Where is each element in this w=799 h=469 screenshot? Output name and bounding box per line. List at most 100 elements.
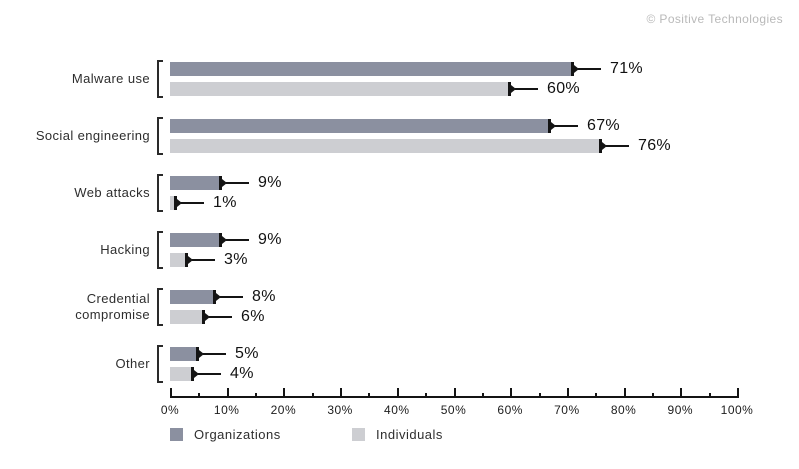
bar-end-arrow-icon: [222, 179, 227, 187]
legend-swatch-organizations: [170, 428, 183, 441]
category-label: Hacking: [100, 242, 150, 257]
bar-organizations: [170, 176, 221, 190]
legend-label: Individuals: [376, 427, 443, 442]
bar-end-arrow-icon: [188, 256, 193, 264]
bar-end-arrow-icon: [194, 370, 199, 378]
leader-line: [606, 145, 629, 147]
bar-individuals: [170, 82, 510, 96]
axis-minor-tick: [708, 393, 711, 398]
value-label: 8%: [252, 288, 276, 305]
leader-line: [220, 296, 243, 298]
category-label: Other: [115, 356, 150, 371]
category-bracket: [157, 174, 163, 212]
bar-organizations: [170, 62, 573, 76]
bar-end-arrow-icon: [205, 313, 210, 321]
axis-major-tick: [623, 388, 626, 398]
value-label: 67%: [587, 117, 620, 134]
bar-line-individuals: 1%: [170, 194, 799, 211]
bar-line-organizations: 71%: [170, 60, 799, 77]
axis-minor-tick: [481, 393, 484, 398]
axis-major-tick: [680, 388, 683, 398]
legend-item: Individuals: [352, 427, 443, 442]
bar-individuals: [170, 310, 204, 324]
bar-organizations: [170, 119, 550, 133]
leader-line: [192, 259, 215, 261]
bar-individuals: [170, 196, 176, 210]
axis-tick-label: 60%: [497, 403, 523, 417]
bar-group: Hacking 9% 3%: [0, 231, 799, 269]
category-bracket: [157, 288, 163, 326]
bar-individuals: [170, 253, 187, 267]
value-label: 9%: [258, 231, 282, 248]
bar-end-cap: [599, 139, 602, 153]
bar-end-arrow-icon: [602, 142, 607, 150]
bar-group: Social engineering 67% 76%: [0, 117, 799, 155]
bar-individuals: [170, 367, 193, 381]
value-label: 60%: [547, 80, 580, 97]
bar-line-organizations: 5%: [170, 345, 799, 362]
bar-line-individuals: 60%: [170, 80, 799, 97]
legend-label: Organizations: [194, 427, 281, 442]
leader-line: [181, 202, 204, 204]
axis-minor-tick: [651, 393, 654, 398]
bar-end-arrow-icon: [216, 293, 221, 301]
value-label: 1%: [213, 194, 237, 211]
bar-line-individuals: 76%: [170, 137, 799, 154]
axis-major-tick: [396, 388, 399, 398]
axis-major-tick: [170, 388, 172, 398]
axis-major-tick: [737, 388, 739, 398]
bar-line-individuals: 6%: [170, 308, 799, 325]
bar-end-cap: [571, 62, 574, 76]
leader-line: [515, 88, 538, 90]
category-bracket: [157, 117, 163, 155]
axis-tick-label: 100%: [720, 403, 754, 417]
bar-end-cap: [174, 196, 177, 210]
leader-line: [203, 353, 226, 355]
leader-line: [226, 239, 249, 241]
bar-group: Web attacks 9% 1%: [0, 174, 799, 212]
bar-line-individuals: 3%: [170, 251, 799, 268]
axis-major-tick: [283, 388, 286, 398]
axis-minor-tick: [538, 393, 541, 398]
axis-minor-tick: [595, 393, 598, 398]
axis-tick-label: 90%: [667, 403, 694, 417]
value-label: 76%: [638, 137, 671, 154]
bar-line-organizations: 9%: [170, 174, 799, 191]
axis-minor-tick: [425, 393, 428, 398]
axis-tick-label: 70%: [554, 403, 580, 417]
bar-end-arrow-icon: [222, 236, 227, 244]
bar-end-arrow-icon: [177, 199, 182, 207]
bar-end-cap: [196, 347, 199, 361]
bar-end-cap: [213, 290, 216, 304]
axis-tick-label: 0%: [160, 403, 180, 417]
category-bracket: [157, 231, 163, 269]
bar-line-organizations: 8%: [170, 288, 799, 305]
leader-line: [198, 373, 221, 375]
legend-item: Organizations: [170, 427, 281, 442]
axis-major-tick: [453, 388, 456, 398]
axis-tick-label: 10%: [213, 403, 240, 417]
bar-group: Malware use 71% 60%: [0, 60, 799, 98]
category-label: Social engineering: [35, 128, 150, 143]
bar-organizations: [170, 233, 221, 247]
axis-minor-tick: [368, 393, 371, 398]
bar-end-cap: [202, 310, 205, 324]
axis-tick-label: 80%: [610, 403, 637, 417]
legend-swatch-individuals: [352, 428, 365, 441]
leader-line: [578, 68, 601, 70]
bar-end-cap: [191, 367, 194, 381]
bar-line-organizations: 67%: [170, 117, 799, 134]
axis-major-tick: [510, 388, 513, 398]
axis-major-tick: [226, 388, 229, 398]
axis-minor-tick: [311, 393, 314, 398]
axis-tick-label: 50%: [440, 403, 467, 417]
bar-end-cap: [508, 82, 511, 96]
category-label: Malware use: [71, 71, 150, 86]
category-bracket: [157, 60, 163, 98]
axis-tick-label: 30%: [327, 403, 353, 417]
bar-end-cap: [548, 119, 551, 133]
bar-end-cap: [219, 233, 222, 247]
bar-line-individuals: 4%: [170, 365, 799, 382]
watermark: © Positive Technologies: [646, 12, 783, 26]
leader-line: [209, 316, 232, 318]
